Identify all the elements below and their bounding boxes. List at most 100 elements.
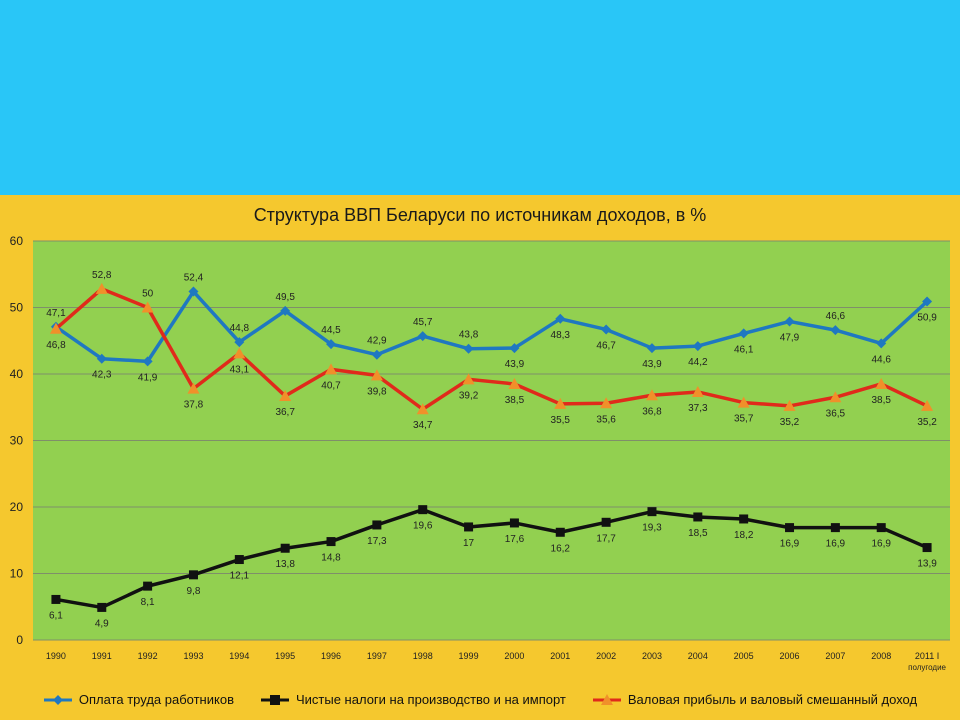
data-label: 35,6 — [596, 414, 616, 425]
data-point-triangle — [325, 363, 338, 375]
data-label: 17,7 — [596, 533, 616, 544]
data-point-square — [509, 518, 519, 528]
series-line-2 — [54, 287, 928, 411]
data-point-triangle — [233, 347, 246, 359]
data-point-triangle — [187, 382, 200, 394]
data-point-square — [464, 522, 474, 532]
x-tick-label: 2007 — [825, 651, 845, 661]
x-tick-label: 2003 — [642, 651, 662, 661]
data-point-diamond — [188, 286, 199, 297]
data-label: 43,9 — [642, 359, 662, 370]
data-label: 50,9 — [917, 313, 937, 324]
x-tick-label: 1998 — [413, 651, 433, 661]
data-point-diamond — [922, 296, 933, 307]
data-label: 38,5 — [505, 395, 525, 406]
data-point-diamond — [371, 349, 382, 360]
data-point-triangle — [416, 403, 429, 415]
data-point-square — [97, 602, 107, 612]
y-tick-label: 30 — [10, 434, 24, 448]
data-point-square — [785, 523, 795, 533]
x-tick-label: полугодие — [908, 663, 946, 672]
data-label: 17 — [463, 538, 475, 549]
data-point-triangle — [875, 377, 888, 389]
x-tick-label: 1992 — [138, 651, 158, 661]
data-point-square — [647, 507, 657, 517]
data-label: 46,1 — [734, 344, 754, 355]
data-label: 18,2 — [734, 530, 754, 541]
data-point-triangle — [921, 399, 934, 411]
data-point-square — [876, 523, 886, 533]
x-tick-label: 2011 I — [915, 651, 939, 661]
x-tick-label: 1990 — [46, 651, 66, 661]
data-point-square — [188, 570, 198, 580]
data-label: 50 — [142, 289, 154, 300]
data-point-square — [51, 594, 61, 604]
data-point-triangle — [783, 399, 796, 411]
data-point-square — [601, 517, 611, 527]
y-tick-label: 10 — [10, 567, 24, 581]
data-label: 35,2 — [780, 417, 800, 428]
data-label: 47,9 — [780, 332, 800, 343]
x-tick-label: 2005 — [734, 651, 754, 661]
legend-swatch-square-icon — [260, 694, 289, 705]
data-label: 47,1 — [46, 308, 66, 319]
data-point-square — [418, 505, 428, 515]
data-label: 44,8 — [230, 323, 250, 334]
data-label: 37,8 — [184, 400, 204, 411]
data-label: 19,3 — [642, 523, 662, 534]
x-tick-label: 1993 — [183, 651, 203, 661]
legend-label-profit: Валовая прибыль и валовый смешанный дохо… — [627, 692, 918, 707]
series-line-0 — [54, 289, 929, 364]
x-tick-label: 2000 — [504, 651, 524, 661]
data-point-triangle — [508, 377, 521, 389]
data-point-triangle — [141, 301, 154, 313]
data-label: 37,3 — [688, 403, 708, 414]
x-tick-label: 2006 — [780, 651, 800, 661]
data-label: 13,9 — [917, 559, 937, 570]
legend-swatch-triangle-icon — [592, 693, 621, 705]
data-point-diamond — [463, 343, 474, 354]
data-label: 49,5 — [275, 292, 295, 303]
data-point-square — [739, 514, 749, 524]
data-label: 43,9 — [505, 359, 525, 370]
data-label: 12,1 — [230, 571, 250, 582]
data-label: 46,8 — [46, 340, 66, 351]
data-point-diamond — [692, 341, 703, 352]
data-label: 48,3 — [551, 330, 571, 341]
data-point-diamond — [142, 356, 153, 367]
data-label: 8,1 — [141, 597, 155, 608]
data-label: 46,7 — [596, 340, 616, 351]
data-label: 52,4 — [184, 273, 204, 284]
data-point-square — [830, 523, 840, 533]
x-tick-label: 1997 — [367, 651, 387, 661]
data-point-triangle — [645, 389, 658, 401]
data-point-triangle — [691, 385, 704, 397]
data-label: 42,9 — [367, 336, 387, 347]
y-tick-label: 60 — [10, 234, 24, 248]
y-tick-label: 0 — [16, 633, 23, 647]
data-label: 42,3 — [92, 370, 112, 381]
data-point-triangle — [600, 397, 613, 409]
y-tick-label: 20 — [10, 500, 24, 514]
data-label: 44,5 — [321, 325, 341, 336]
x-tick-label: 1996 — [321, 651, 341, 661]
data-label: 18,5 — [688, 528, 708, 539]
x-tick-label: 1991 — [92, 651, 112, 661]
legend-item-taxes: Чистые налоги на производство и на импор… — [260, 692, 566, 707]
data-label: 38,5 — [871, 395, 891, 406]
data-label: 36,8 — [642, 406, 662, 417]
data-point-square — [693, 512, 703, 522]
x-tick-label: 2004 — [688, 651, 708, 661]
data-point-triangle — [554, 397, 567, 409]
data-label: 41,9 — [138, 372, 158, 383]
legend-label-taxes: Чистые налоги на производство и на импор… — [295, 692, 566, 707]
data-label: 9,8 — [187, 586, 201, 597]
data-point-diamond — [738, 328, 749, 339]
data-label: 17,6 — [505, 534, 525, 545]
data-label: 36,7 — [275, 407, 295, 418]
top-banner — [0, 0, 960, 195]
data-label: 40,7 — [321, 380, 341, 391]
data-label: 4,9 — [95, 618, 109, 629]
data-label: 16,9 — [871, 539, 891, 550]
data-point-triangle — [462, 373, 475, 385]
